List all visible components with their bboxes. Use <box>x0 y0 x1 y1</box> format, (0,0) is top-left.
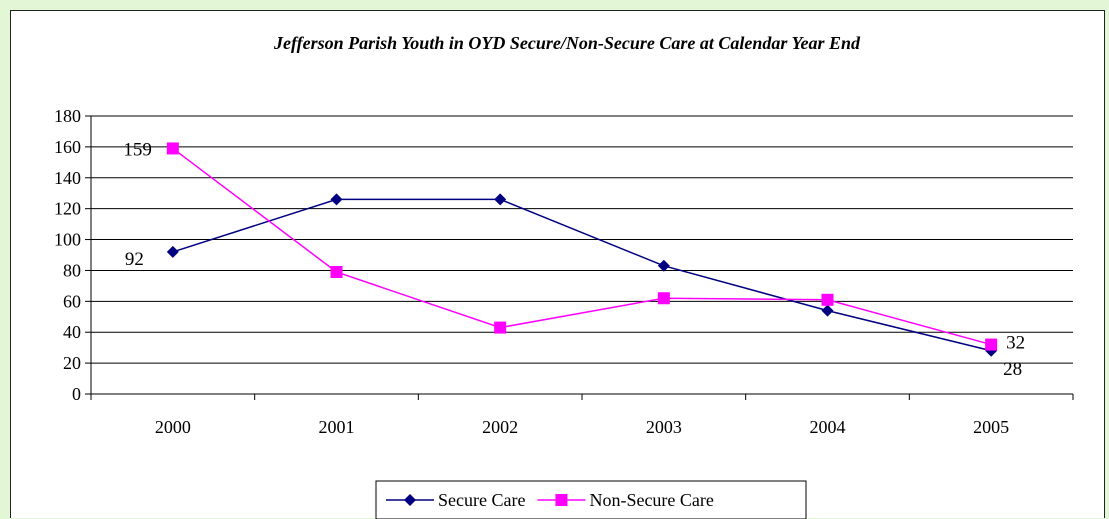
legend-box <box>375 480 807 519</box>
non-secure-care-point <box>657 292 670 305</box>
non-secure-care-data-label: 32 <box>1006 333 1025 354</box>
secure-care-legend-label: Secure Care <box>438 490 525 510</box>
non-secure-care-point <box>985 338 998 351</box>
secure-care-line <box>172 198 992 352</box>
secure-care-point <box>657 259 670 272</box>
y-tick-label: 100 <box>54 230 81 250</box>
y-tick-label: 140 <box>54 168 81 188</box>
non-secure-care-point <box>494 321 507 334</box>
secure-care-data-label: 92 <box>125 249 144 270</box>
x-tick-label: 2005 <box>973 417 1009 437</box>
x-tick-label: 2001 <box>319 417 355 437</box>
secure-care-data-label: 28 <box>1003 359 1022 380</box>
y-tick-label: 120 <box>54 199 81 219</box>
non-secure-care-legend-label: Non-Secure Care <box>589 490 713 510</box>
y-tick-label: 0 <box>72 384 81 404</box>
y-tick-label: 80 <box>63 260 81 280</box>
y-tick-label: 60 <box>63 291 81 311</box>
non-secure-care-point <box>166 142 179 155</box>
chart-title: Jefferson Parish Youth in OYD Secure/Non… <box>273 33 861 53</box>
x-tick-label: 2004 <box>810 417 846 437</box>
secure-care-point <box>330 193 343 206</box>
y-tick-label: 40 <box>63 322 81 342</box>
non-secure-care-legend-marker <box>555 494 568 506</box>
x-tick-label: 2000 <box>155 417 191 437</box>
line-chart: Jefferson Parish Youth in OYD Secure/Non… <box>54 33 1074 519</box>
secure-care-point <box>166 245 179 258</box>
non-secure-care-data-label: 159 <box>123 139 152 160</box>
chart-frame: Jefferson Parish Youth in OYD Secure/Non… <box>10 10 1105 519</box>
y-tick-label: 160 <box>54 137 81 157</box>
x-tick-label: 2002 <box>482 417 518 437</box>
non-secure-care-point <box>821 293 834 306</box>
y-tick-label: 180 <box>54 106 81 126</box>
y-tick-label: 20 <box>63 353 81 373</box>
non-secure-care-point <box>330 265 343 278</box>
secure-care-point <box>821 304 834 317</box>
secure-care-point <box>494 193 507 206</box>
secure-care-legend-marker <box>404 494 416 506</box>
x-tick-label: 2003 <box>646 417 682 437</box>
non-secure-care-line <box>172 147 992 346</box>
